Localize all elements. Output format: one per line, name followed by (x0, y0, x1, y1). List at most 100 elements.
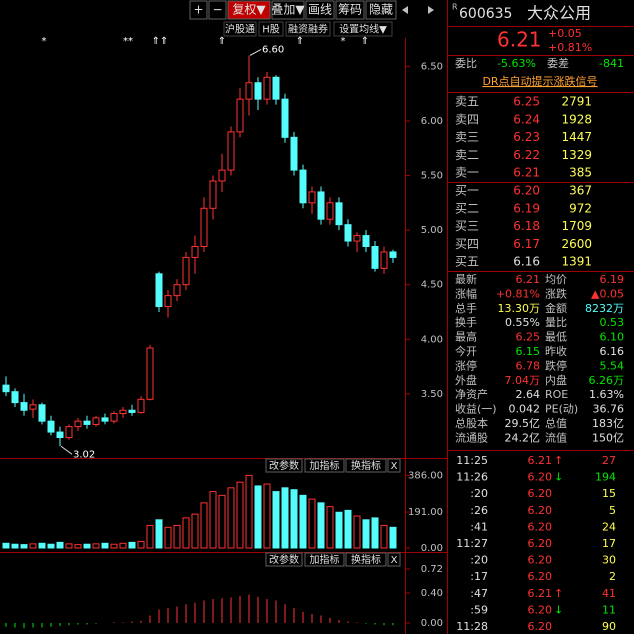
overlay-button[interactable] (285, 21, 331, 37)
overlay-button-label: 沪股通 (225, 23, 255, 36)
stat-label: 涨停 (455, 358, 477, 372)
volume-bar (263, 483, 271, 549)
indicator-button[interactable] (265, 552, 303, 567)
stat-label: PE(动) (545, 403, 578, 416)
y-tick-label: 0.40 (421, 588, 443, 599)
volume-bar (11, 543, 19, 549)
volume-bar (389, 526, 397, 549)
book-price: 6.20 (513, 184, 540, 198)
indicator-button[interactable] (304, 458, 345, 473)
candle-body (362, 235, 370, 248)
book-price: 6.21 (513, 166, 540, 180)
toolbar-button[interactable] (365, 0, 397, 20)
indicator-button[interactable] (265, 458, 303, 473)
stat-value: 6.10 (600, 331, 625, 344)
candle-body (191, 246, 199, 258)
stat-label: 收益(一) (455, 402, 497, 416)
candle-body (308, 191, 316, 204)
y-tick-label: 4.50 (421, 280, 443, 291)
candle-body (20, 402, 28, 411)
stat-label: 量比 (545, 316, 567, 329)
volume-bar (164, 526, 172, 549)
overlay-button[interactable] (333, 21, 393, 37)
tick-time: 11:28 (456, 620, 488, 633)
annotation-label: 6.60 (262, 44, 284, 55)
volume-bar (101, 542, 109, 549)
book-price: 6.24 (513, 112, 540, 126)
indicator-button[interactable] (387, 458, 401, 473)
candle-body (236, 98, 244, 133)
volume-bar (65, 543, 73, 549)
candle-body (74, 420, 82, 428)
tick-price: 6.20 (528, 620, 553, 633)
indicator-button[interactable] (304, 552, 345, 567)
volume-bar (2, 542, 10, 549)
candle-body (110, 413, 118, 422)
candle-body (92, 417, 100, 425)
candle-body (380, 251, 388, 269)
stat-value: 29.5亿 (505, 417, 541, 430)
volume-bar (335, 511, 343, 549)
toolbar-button[interactable] (305, 0, 335, 20)
tick-price: 6.20 (528, 487, 553, 500)
price-change: +0.05 (548, 27, 582, 40)
indicator-button-label: X (391, 555, 398, 566)
toolbar-button-label: 复权▼ (232, 3, 266, 17)
toolbar-button[interactable] (335, 0, 365, 20)
candle-body (281, 98, 289, 138)
indicator-button[interactable] (345, 458, 387, 473)
event-marker: ⇑ (296, 36, 304, 47)
overlay-button[interactable] (223, 21, 257, 37)
stat-label: 最低 (545, 331, 567, 344)
indicator-button[interactable] (345, 552, 387, 567)
candle-body (326, 202, 334, 220)
volume-bar (227, 487, 235, 549)
toolbar-button[interactable] (189, 0, 208, 20)
toolbar-button-label: + (193, 3, 203, 17)
tick-volume: 2 (609, 570, 616, 583)
indicator-button[interactable] (387, 552, 401, 567)
candle-body (128, 409, 136, 413)
candle-body (119, 409, 127, 415)
tick-volume: 27 (602, 454, 616, 467)
tick-time: 11:26 (456, 471, 488, 484)
tick-arrow: ↓ (554, 603, 563, 616)
candle-body (263, 76, 271, 100)
tick-volume: 5 (609, 504, 616, 517)
candle-body (101, 417, 109, 422)
volume-bar (29, 543, 37, 549)
y-tick-label: 6.50 (421, 61, 443, 72)
book-volume: 972 (569, 201, 592, 215)
toolbar-button[interactable] (227, 0, 271, 20)
stat-label: ROE (545, 388, 568, 401)
y-tick-label: 386.00 (408, 470, 443, 481)
stat-label: 净资产 (455, 387, 488, 401)
toolbar-button[interactable] (271, 0, 305, 20)
book-label: 买二 (455, 201, 479, 215)
tick-volume: 24 (602, 520, 616, 533)
y-tick-label: 0.00 (421, 618, 443, 629)
toolbar-button[interactable] (208, 0, 227, 20)
book-price: 6.19 (513, 201, 540, 215)
volume-bar (236, 481, 244, 549)
overlay-button[interactable] (258, 21, 284, 37)
stat-value: +0.81% (496, 287, 540, 300)
signal-link[interactable]: DR点自动提示涨跌信号 (482, 74, 597, 88)
annotation-leader (60, 445, 73, 455)
stat-label: 总值 (545, 416, 567, 430)
candle-body (254, 82, 262, 100)
stock-code: 600635 (459, 6, 512, 22)
stock-name: 大众公用 (527, 4, 591, 23)
tick-time: :41 (470, 520, 488, 533)
tick-arrow: ↓ (554, 471, 563, 484)
stat-label: 均价 (545, 273, 567, 286)
volume-bar (38, 542, 46, 549)
volume-bar (254, 485, 262, 549)
tick-price: 6.20 (528, 471, 553, 484)
volume-bar (209, 491, 217, 549)
toolbar-button-label: 隐藏 (369, 3, 393, 17)
volume-bar (47, 543, 55, 549)
book-price: 6.22 (513, 148, 540, 162)
stat-value: 7.04万 (505, 374, 541, 387)
